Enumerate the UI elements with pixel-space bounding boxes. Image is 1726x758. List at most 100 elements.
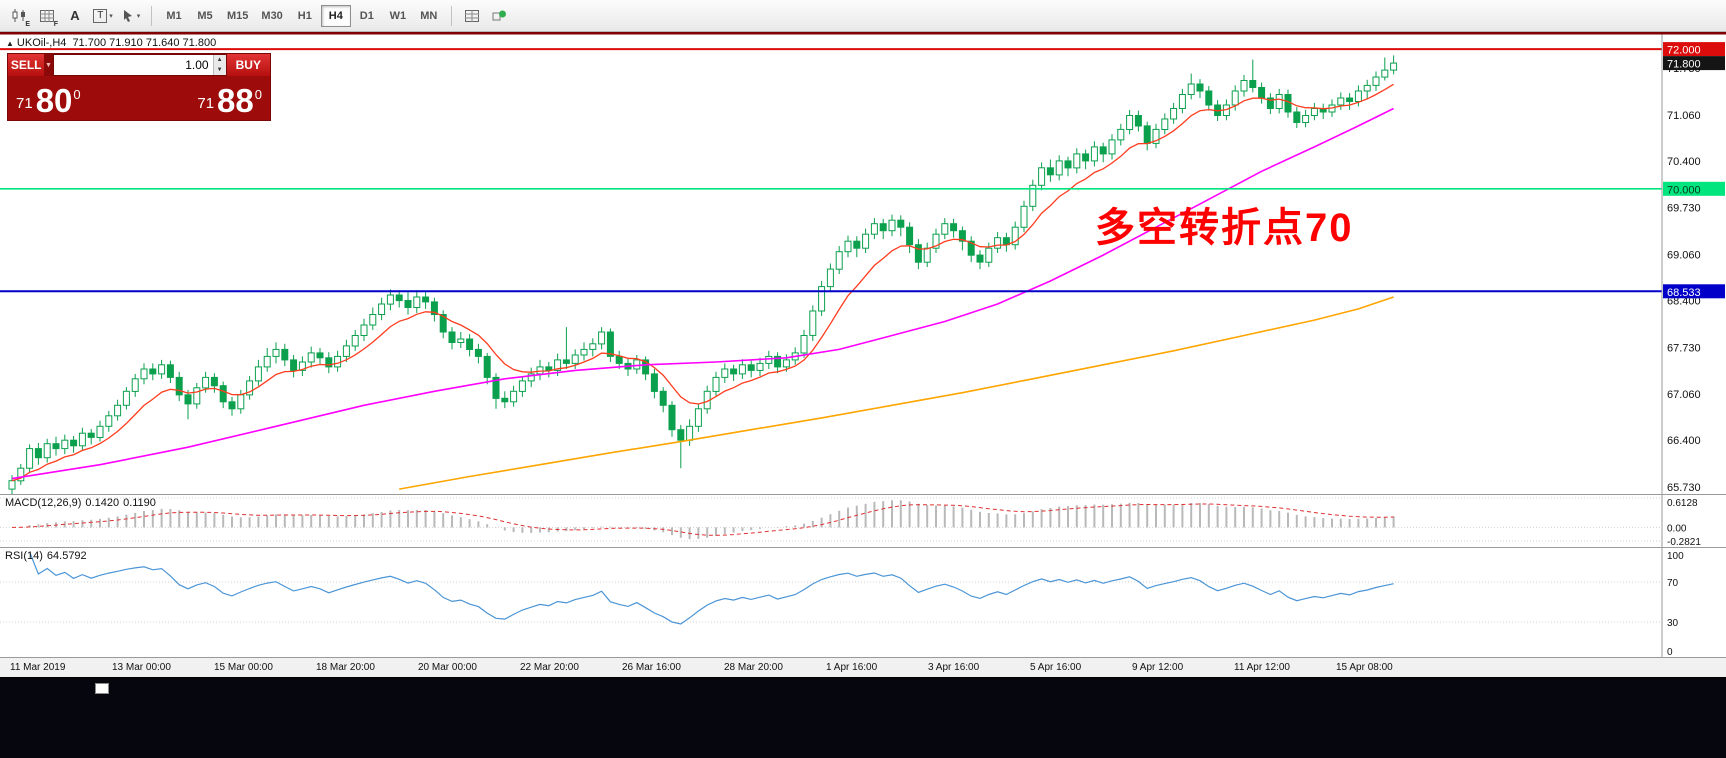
chevron-down-icon: ▾ (136, 12, 141, 20)
time-axis-label: 28 Mar 20:00 (724, 662, 783, 673)
chart-text-annotation: 多空转折点70 (1095, 206, 1354, 250)
toolbar-separator (450, 5, 452, 26)
sell-button[interactable]: SELL (8, 54, 45, 76)
macd-main-value: 0.1420 (85, 497, 120, 509)
candles (8, 55, 1398, 494)
svg-text:71.800: 71.800 (1667, 59, 1701, 71)
crosshair-tool-button[interactable]: ▾ (118, 4, 144, 28)
chart-top-border (0, 32, 1726, 35)
timeframe-h1[interactable]: H1 (290, 5, 320, 27)
timeframe-m1[interactable]: M1 (159, 5, 189, 27)
chevron-down-icon: ▼ (45, 61, 52, 69)
time-axis-label: 15 Apr 08:00 (1336, 662, 1393, 673)
svg-text:68.400: 68.400 (1667, 296, 1701, 308)
time-axis-label: 15 Mar 00:00 (214, 662, 273, 673)
svg-text:68.533: 68.533 (1667, 287, 1701, 299)
time-axis-label: 3 Apr 16:00 (928, 662, 980, 673)
objects-icon (492, 10, 507, 21)
volume-input[interactable] (53, 55, 213, 75)
text-annotation-button[interactable]: A (62, 4, 88, 28)
price-scale-labels: 71.73071.06070.40069.73069.06068.40067.7… (1667, 63, 1701, 494)
buy-button[interactable]: BUY (226, 54, 270, 76)
main-chart-svg[interactable]: 71.73071.06070.40069.73069.06068.40067.7… (0, 32, 1726, 494)
grid-icon (40, 9, 54, 22)
buy-price-small: 71 (197, 95, 215, 112)
textbox-tool-button[interactable]: T ▾ (90, 4, 116, 28)
svg-text:0.00: 0.00 (1667, 523, 1687, 534)
bottom-strip-chip (95, 683, 109, 694)
macd-chart-svg[interactable]: 0.6128 0.00 -0.2821 (0, 495, 1726, 547)
svg-text:67.060: 67.060 (1667, 389, 1701, 401)
time-axis-label: 11 Apr 12:00 (1234, 662, 1290, 673)
time-axis-label: 1 Apr 16:00 (826, 662, 878, 673)
svg-text:70: 70 (1667, 578, 1679, 589)
volume-dropdown-button[interactable]: ▼ (44, 54, 53, 76)
cursor-icon (123, 10, 132, 22)
time-axis-label: 26 Mar 16:00 (622, 662, 681, 673)
toolbar-separator (151, 5, 152, 26)
ohlc-readout: 71.700 71.910 71.640 71.800 (72, 37, 217, 49)
buy-price-sup: 0 (254, 87, 262, 102)
timeframe-d1[interactable]: D1 (352, 5, 382, 27)
timeframe-mn[interactable]: MN (414, 5, 444, 27)
rsi-value: 64.5792 (46, 550, 87, 562)
rsi-chart-svg[interactable]: 100 70 30 0 (0, 548, 1726, 657)
icon-sub-label: E (25, 20, 30, 28)
buy-price-big: 88 (217, 82, 254, 119)
macd-histogram (19, 500, 1395, 540)
macd-signal-value: 0.1190 (123, 497, 156, 509)
buy-price[interactable]: 71 88 0 (197, 76, 262, 120)
grid-chart-icon-button[interactable]: F (34, 4, 60, 28)
chevron-down-icon: ▾ (109, 12, 113, 20)
svg-text:69.730: 69.730 (1667, 203, 1701, 215)
rsi-panel: 100 70 30 0 RSI(14) 64.5792 (0, 547, 1726, 657)
macd-panel: 0.6128 0.00 -0.2821 MACD(12,26,9) 0.1420 0.1… (0, 494, 1726, 547)
price-scale-badges: 72.000 70.000 68.533 71.800 (1663, 42, 1725, 299)
volume-field: ▲ ▼ (52, 54, 227, 76)
rsi-name: RSI(14) (5, 550, 43, 562)
svg-text:-0.2821: -0.2821 (1667, 537, 1701, 547)
timeframe-m5[interactable]: M5 (190, 5, 220, 27)
sell-price-small: 71 (16, 95, 33, 112)
timeframe-h4[interactable]: H4 (320, 4, 351, 27)
svg-text:65.730: 65.730 (1667, 482, 1701, 494)
timeframe-m15[interactable]: M15 (221, 5, 254, 27)
svg-text:0: 0 (1667, 647, 1673, 657)
time-axis[interactable]: 11 Mar 2019 13 Mar 00:00 15 Mar 00:00 18 Ma… (0, 657, 1726, 677)
spinner-down-icon[interactable]: ▼ (216, 67, 223, 73)
svg-text:30: 30 (1667, 618, 1679, 629)
spinner-up-icon[interactable]: ▲ (216, 57, 223, 63)
timeframe-group: M1 M5 M15 M30 H1 H4 D1 W1 MN (159, 4, 444, 27)
candle-chart-icon-button[interactable]: E (6, 4, 32, 28)
macd-label: MACD(12,26,9) 0.1420 0.1190 (5, 497, 156, 509)
sell-price-sup: 0 (73, 87, 81, 102)
time-axis-label: 20 Mar 00:00 (418, 662, 477, 673)
time-axis-label: 13 Mar 00:00 (112, 662, 171, 673)
time-axis-label: 9 Apr 12:00 (1132, 662, 1184, 673)
rsi-scale-labels: 100 70 30 0 (1667, 551, 1684, 657)
toolbar: E F A T ▾ ▾ M1 M5 M15 M30 H1 H4 D1 W1 MN (0, 0, 1726, 32)
timeframe-m30[interactable]: M30 (255, 5, 288, 27)
candlestick-icon (12, 9, 25, 22)
icon-sub-label: F (53, 20, 58, 28)
chart-title: ▲ UKOil-,H4 71.700 71.910 71.640 71.800 (6, 37, 216, 49)
sell-price-big: 80 (35, 82, 73, 119)
textbox-icon: T (93, 8, 108, 23)
rsi-label: RSI(14) 64.5792 (5, 550, 87, 562)
collapse-triangle-icon: ▲ (6, 39, 14, 48)
objects-button[interactable] (487, 4, 513, 28)
timeframe-w1[interactable]: W1 (383, 5, 413, 27)
sell-price[interactable]: 71 80 0 (16, 76, 81, 120)
svg-text:67.730: 67.730 (1667, 342, 1701, 354)
svg-text:66.400: 66.400 (1667, 435, 1701, 447)
time-axis-label: 22 Mar 20:00 (520, 662, 579, 673)
svg-text:70.000: 70.000 (1667, 184, 1701, 196)
indicators-button[interactable] (459, 4, 485, 28)
svg-text:0.6128: 0.6128 (1667, 498, 1698, 509)
trade-widget-controls: SELL ▼ ▲ ▼ BUY (8, 54, 270, 76)
svg-text:69.060: 69.060 (1667, 249, 1701, 261)
volume-spinner: ▲ ▼ (212, 55, 226, 75)
main-chart-panel: 71.73071.06070.40069.73069.06068.40067.7… (0, 32, 1726, 494)
